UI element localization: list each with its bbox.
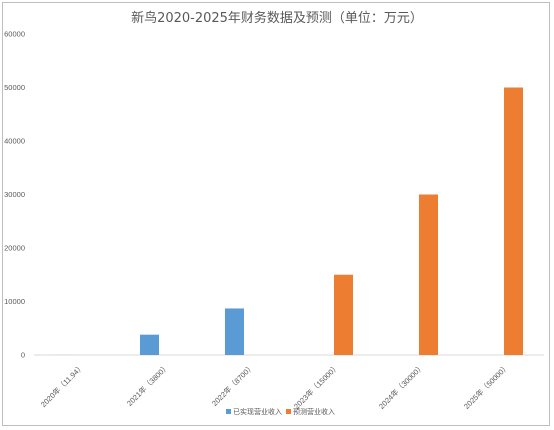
legend-label: 预测营业收入 [293, 407, 335, 416]
y-tick-label: 50000 [4, 83, 25, 92]
y-tick-label: 10000 [4, 297, 25, 306]
y-tick-label: 30000 [4, 190, 25, 199]
legend-label: 已实现营业收入 [233, 407, 282, 416]
x-tick-label: 2021年（3800） [124, 361, 171, 408]
x-tick-label: 2025年（50000） [461, 361, 511, 411]
x-tick-label: 2024年（30000） [376, 361, 426, 411]
bar-forecast [419, 194, 438, 355]
bar-forecast [504, 87, 523, 355]
chart-title: 新鸟2020-2025年财务数据及预测（单位：万元） [131, 11, 423, 26]
x-axis-ticks: 2020年（11.94） 2021年（3800） 2022年（8700） 2023年（… [38, 361, 511, 411]
legend-swatch [226, 409, 231, 414]
x-tick-label: 2022年（8700） [209, 361, 256, 408]
bar-forecast [334, 274, 353, 355]
y-tick-label: 60000 [4, 30, 25, 39]
y-tick-label: 0 [21, 351, 25, 360]
x-tick-label: 2020年（11.94） [38, 361, 86, 409]
bar-actual [140, 334, 159, 355]
legend-swatch [286, 409, 291, 414]
bar-actual [225, 308, 244, 355]
legend: 已实现营业收入 预测营业收入 [226, 407, 335, 416]
y-axis-ticks: 0 10000 20000 30000 40000 50000 60000 [4, 30, 25, 360]
y-tick-label: 20000 [4, 244, 25, 253]
x-tick-label: 2023年（15000） [291, 361, 341, 411]
bars [55, 87, 523, 355]
y-tick-label: 40000 [4, 137, 25, 146]
